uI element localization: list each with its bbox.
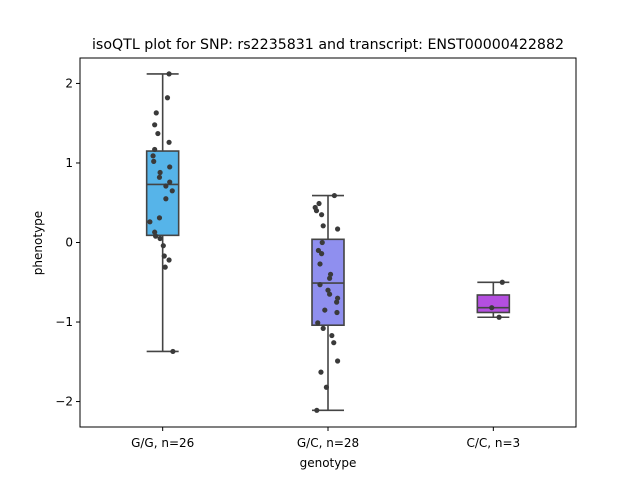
data-point — [499, 279, 505, 285]
data-point — [163, 196, 169, 202]
data-point — [152, 122, 158, 128]
data-point — [335, 358, 341, 364]
data-point — [329, 332, 335, 339]
y-tick-label: 0 — [65, 236, 73, 250]
box-plots — [145, 73, 511, 412]
data-point — [319, 239, 325, 246]
data-point — [151, 158, 157, 164]
data-point — [152, 229, 158, 235]
data-point — [166, 257, 172, 263]
data-point — [334, 299, 340, 305]
data-point — [162, 264, 168, 270]
data-point — [327, 275, 333, 281]
data-point — [153, 233, 159, 239]
data-point — [331, 340, 337, 346]
box — [476, 294, 511, 314]
data-point — [166, 139, 172, 145]
data-point — [167, 164, 173, 170]
data-point — [319, 212, 325, 218]
data-point — [315, 247, 321, 254]
data-point — [335, 226, 341, 232]
data-point — [153, 110, 159, 116]
data-point — [335, 295, 341, 301]
x-tick-label: G/C, n=28 — [297, 436, 359, 450]
data-point — [157, 169, 163, 176]
data-point — [489, 305, 495, 311]
data-point — [150, 153, 156, 159]
data-point — [323, 384, 329, 390]
data-point — [319, 251, 325, 257]
data-point — [314, 407, 320, 413]
data-point — [317, 261, 323, 267]
data-point — [166, 71, 172, 77]
data-point — [313, 208, 320, 214]
data-point — [156, 215, 163, 221]
y-tick-label: 2 — [65, 76, 73, 90]
data-point — [327, 271, 334, 277]
y-axis-label: phenotype — [31, 211, 45, 275]
data-point — [169, 188, 175, 194]
data-point — [147, 219, 153, 225]
data-point — [152, 146, 158, 153]
y-tick-label: −2 — [55, 395, 73, 409]
data-point — [320, 325, 326, 331]
y-axis: 2 1 0 −1 −2 — [55, 76, 80, 409]
data-point — [315, 320, 321, 326]
data-points — [147, 71, 505, 413]
data-point — [327, 291, 333, 297]
data-point — [167, 179, 173, 185]
x-tick-label: G/G, n=26 — [131, 436, 194, 450]
box — [145, 150, 180, 237]
y-tick-label: 1 — [65, 156, 73, 170]
data-point — [155, 130, 161, 137]
data-point — [317, 282, 323, 288]
data-point — [325, 287, 331, 293]
chart-title: isoQTL plot for SNP: rs2235831 and trans… — [92, 37, 564, 53]
x-axis-label: genotype — [300, 456, 357, 470]
data-point — [163, 183, 169, 189]
data-point — [170, 348, 176, 355]
x-tick-label: C/C, n=3 — [466, 436, 520, 450]
data-point — [334, 309, 340, 316]
data-point — [320, 223, 326, 229]
data-point — [496, 314, 502, 320]
data-point — [322, 307, 328, 313]
y-tick-label: −1 — [55, 315, 73, 329]
data-point — [161, 253, 167, 259]
x-axis: G/G, n=26 G/C, n=28 C/C, n=3 — [131, 427, 520, 450]
data-point — [318, 369, 324, 375]
data-point — [164, 95, 171, 101]
data-point — [160, 243, 166, 249]
data-point — [331, 192, 337, 199]
data-point — [157, 235, 163, 242]
data-point — [316, 200, 322, 207]
data-point — [156, 174, 163, 180]
